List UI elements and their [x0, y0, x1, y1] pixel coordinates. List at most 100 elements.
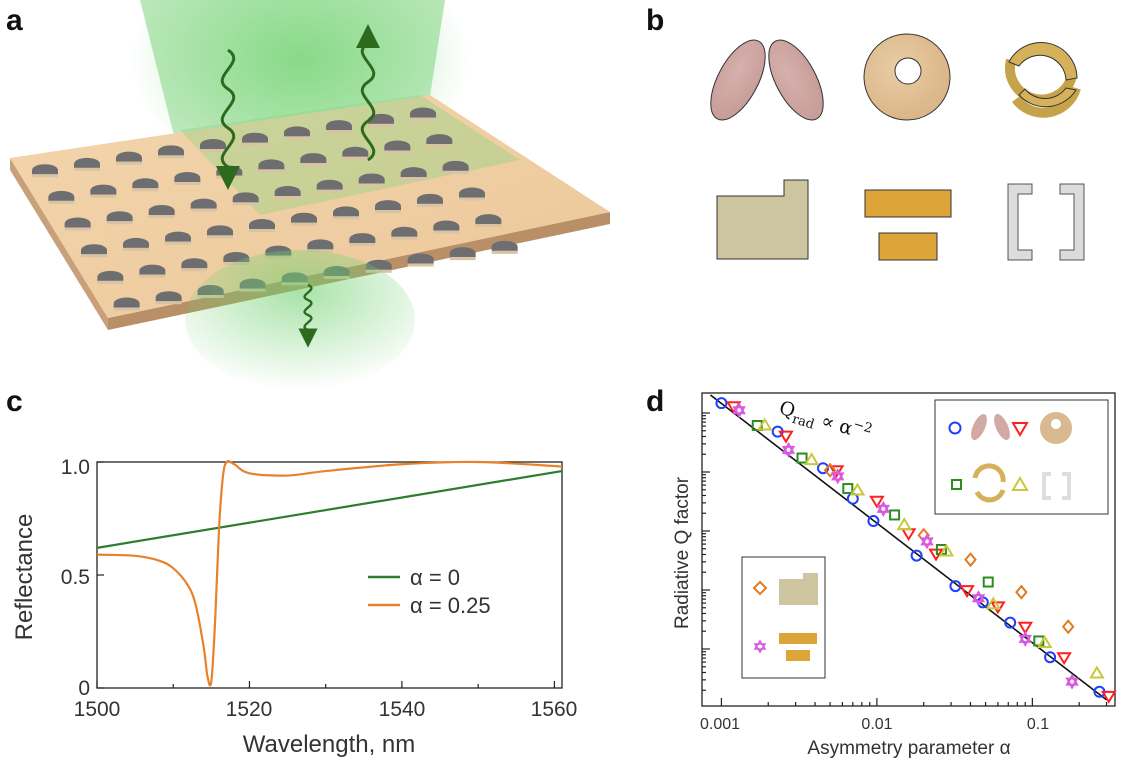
chart-c-ytick-05: 0.5	[61, 566, 90, 589]
meta-atom	[410, 107, 436, 121]
meta-atom	[116, 151, 142, 165]
annotation-rest: ∝ α	[818, 410, 855, 440]
data-point-diamond	[964, 552, 977, 568]
data-point-star	[831, 468, 845, 485]
panel-label-c: c	[6, 385, 23, 418]
legend-label-alpha-0: α = 0	[410, 565, 460, 590]
data-point-star	[920, 533, 934, 550]
panel-label-d: d	[646, 385, 665, 418]
meta-atom	[442, 160, 469, 174]
meta-atom	[158, 145, 184, 159]
chart-c-ticks	[96, 461, 555, 689]
meta-atom	[181, 258, 208, 272]
meta-atom	[258, 159, 285, 173]
meta-atom	[106, 211, 133, 225]
meta-atom	[232, 192, 259, 206]
meta-atom	[113, 297, 140, 311]
chart-d-ticks	[702, 412, 1108, 706]
meta-atom	[32, 164, 58, 178]
chart-d-ylabel: Radiative Q factor	[672, 476, 693, 629]
data-point-square	[889, 509, 901, 521]
shape-two-ellipses	[710, 39, 824, 121]
meta-atom	[475, 214, 502, 228]
meta-atom	[333, 206, 359, 220]
shape-two-bars	[864, 189, 952, 261]
chart-d-legend-inset-bottom	[741, 556, 826, 679]
chart-c-ytick-10: 1.0	[61, 456, 90, 479]
meta-atom	[123, 237, 149, 251]
legend-marker-diamond	[752, 580, 768, 596]
chart-c-legend: α = 0 α = 0.25	[368, 565, 491, 618]
meta-atom	[90, 184, 117, 198]
data-point-star	[1065, 673, 1079, 690]
transmitted-beam	[185, 250, 415, 390]
panel-b-shapes	[710, 33, 1085, 261]
legend-label-alpha-025: α = 0.25	[410, 593, 491, 618]
data-point-star	[1018, 630, 1032, 647]
annotation-q: Q	[777, 397, 798, 423]
meta-atom	[384, 140, 411, 154]
transmitted-wave-arrow	[298, 283, 318, 348]
meta-atom	[433, 220, 460, 234]
data-point-triangle-up	[985, 596, 1001, 610]
shape-double-bracket	[1007, 183, 1085, 261]
meta-atom	[407, 253, 434, 267]
data-point-star	[971, 590, 986, 607]
legend-icon-ellipses	[971, 413, 987, 441]
meta-atom	[155, 291, 182, 305]
legend-marker-circle	[948, 421, 962, 435]
shape-disk-with-hole	[863, 33, 951, 121]
legend-marker-triangle-down	[1011, 422, 1029, 437]
meta-atom	[358, 173, 385, 187]
data-point-diamond	[823, 462, 837, 478]
data-point-circle	[910, 549, 923, 562]
chart-d-xtick-0001: 0.001	[700, 716, 740, 733]
data-point-triangle-down	[1056, 652, 1072, 666]
data-point-triangle-down	[778, 430, 794, 444]
shape-split-ring	[1004, 42, 1081, 118]
meta-atom	[174, 171, 201, 185]
meta-atom	[368, 113, 394, 127]
chart-reflectance: 1500 1520 1540 1560 0 0.5 1.0 Wavelength…	[11, 456, 577, 758]
meta-atom	[148, 204, 175, 218]
meta-atom	[375, 200, 401, 214]
meta-atom	[426, 134, 453, 148]
panel-label-a: a	[6, 4, 23, 37]
data-point-triangle-up	[1089, 665, 1105, 679]
data-point-square	[842, 483, 854, 495]
panel-label-b: b	[646, 4, 665, 37]
meta-atom	[491, 240, 518, 254]
chart-q-factor: 0.001 0.01 0.1 Asymmetry parameter α Rad…	[672, 392, 1117, 759]
meta-atom	[64, 217, 91, 231]
meta-atom	[74, 157, 100, 171]
chart-c-ytick-0: 0	[78, 677, 90, 700]
meta-atom	[349, 233, 376, 247]
chart-c-xtick-1520: 1520	[226, 698, 273, 721]
data-point-circle	[867, 515, 880, 528]
meta-atom	[326, 120, 352, 134]
meta-atom	[132, 178, 159, 192]
data-point-square	[796, 452, 808, 464]
meta-atom	[291, 212, 317, 226]
data-point-circle	[715, 397, 728, 410]
chart-c-xtick-1500: 1500	[74, 698, 121, 721]
meta-atom	[97, 270, 124, 284]
meta-atom	[391, 226, 418, 240]
meta-atom	[459, 187, 485, 201]
panel-a-illustration	[10, 0, 610, 390]
series-line-alpha-025	[96, 460, 563, 687]
data-point-triangle-up	[803, 452, 820, 466]
chart-d-xtick-01: 0.1	[1027, 716, 1049, 733]
meta-atom	[342, 146, 369, 160]
chart-d-points	[715, 397, 1117, 704]
legend-marker-square	[951, 479, 962, 490]
meta-atom-array	[32, 107, 518, 311]
legend-icon-split-ring	[972, 463, 1006, 483]
meta-atom	[307, 239, 334, 253]
chart-c-ylabel: Reflectance	[11, 514, 38, 641]
chart-d-frame	[701, 392, 1116, 707]
chart-c-series	[96, 460, 563, 687]
meta-atom	[284, 126, 310, 140]
data-point-circle	[1004, 616, 1017, 629]
